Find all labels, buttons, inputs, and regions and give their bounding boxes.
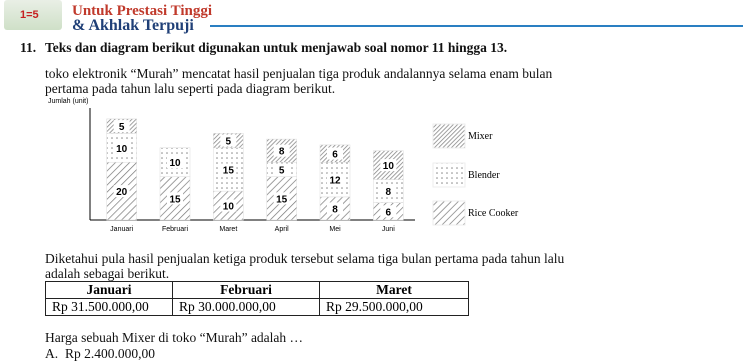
- value-label: 5: [119, 122, 125, 133]
- y-axis-label: Jumlah (unit): [48, 98, 88, 105]
- value-label: 8: [386, 187, 392, 198]
- x-tick-label: Maret: [219, 226, 237, 233]
- option-text: Rp 2.400.000,00: [65, 346, 156, 361]
- value-label-box: [220, 163, 237, 176]
- value-label: 10: [169, 158, 181, 169]
- value-label: 15: [276, 194, 288, 205]
- logo-text: 1=5: [20, 9, 39, 21]
- value-label-box: [380, 159, 397, 172]
- value-label-box: [273, 163, 290, 176]
- value-label-box: [327, 147, 343, 160]
- intro-line-1: toko elektronik “Murah” mencatat hasil p…: [45, 66, 553, 81]
- value-label: 8: [332, 204, 338, 215]
- chart: Jumlah (unit) Januari 20 10 5 Februari 15 10 Ma…: [48, 98, 519, 233]
- header-rule: [210, 25, 743, 27]
- legend-swatch: [432, 200, 466, 226]
- value-label-box: [327, 202, 343, 215]
- option-letter: A.: [45, 346, 59, 361]
- header-line-2: & Akhlak Terpuji: [72, 17, 194, 34]
- question-heading: Teks dan diagram berikut digunakan untuk…: [45, 40, 508, 55]
- value-label-box: [167, 156, 183, 169]
- x-tick-label: Mei: [329, 226, 341, 233]
- value-label-box: [113, 141, 130, 154]
- header-line-1: Untuk Prestasi Tinggi: [72, 3, 213, 19]
- value-label: 10: [116, 144, 128, 155]
- value-label-box: [220, 134, 237, 147]
- logo: 1=5: [4, 0, 62, 30]
- question-text: Harga sebuah Mixer di toko “Murah” adala…: [45, 330, 304, 345]
- value-label: 20: [116, 187, 128, 198]
- legend-label: Rice Cooker: [468, 208, 519, 219]
- value-label: 15: [169, 194, 181, 205]
- value-label-box: [167, 192, 183, 205]
- table-cell: Rp 29.500.000,00: [319, 298, 469, 316]
- intro-line-2: pertama pada tahun lalu seperti pada dia…: [45, 81, 336, 96]
- x-tick-label: April: [275, 226, 289, 233]
- value-label: 5: [279, 165, 285, 176]
- question-number: 11.: [20, 40, 37, 55]
- table-header: Januari: [45, 281, 173, 299]
- bar-segment: [159, 147, 191, 177]
- value-label: 6: [386, 207, 392, 218]
- x-tick-label: Januari: [110, 226, 133, 233]
- x-tick-label: Februari: [162, 226, 189, 233]
- bar-segment: [319, 161, 351, 198]
- value-label-box: [113, 185, 130, 198]
- value-label-box: [380, 185, 397, 198]
- legend-label: Mixer: [468, 131, 493, 142]
- value-label-box: [220, 199, 237, 212]
- value-label: 12: [329, 176, 341, 187]
- sales-table: Januari Februari Maret Rp 31.500.000,00 …: [45, 281, 469, 316]
- legend-label: Blender: [468, 170, 500, 181]
- after-line-1: Diketahui pula hasil penjualan ketiga pr…: [45, 251, 565, 266]
- x-tick-label: Juni: [382, 226, 395, 233]
- value-label-box: [273, 144, 290, 157]
- value-label: 6: [332, 150, 338, 161]
- value-label-box: [380, 205, 397, 218]
- after-line-2: adalah sebagai berikut.: [45, 266, 170, 281]
- table-cell: Rp 31.500.000,00: [45, 298, 173, 316]
- value-label-box: [273, 192, 290, 205]
- table-cell: Rp 30.000.000,00: [172, 298, 320, 316]
- value-label: 15: [223, 165, 235, 176]
- legend-swatch: [432, 162, 466, 188]
- value-label-box: [113, 120, 130, 133]
- value-label: 5: [226, 137, 232, 148]
- value-label: 10: [383, 161, 395, 172]
- value-label-box: [327, 173, 343, 186]
- table-header: Maret: [319, 281, 469, 299]
- value-label: 8: [279, 147, 285, 158]
- value-label: 10: [223, 202, 235, 213]
- legend-swatch: [432, 123, 466, 149]
- table-header: Februari: [172, 281, 320, 299]
